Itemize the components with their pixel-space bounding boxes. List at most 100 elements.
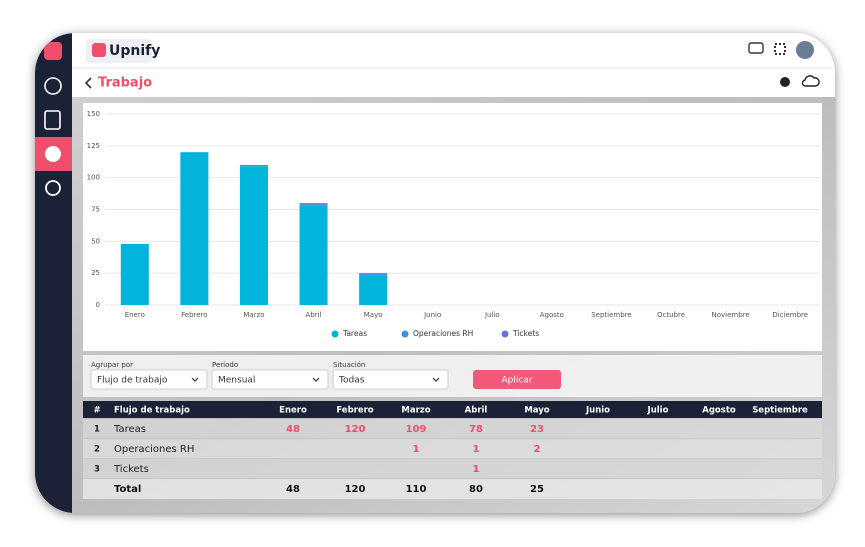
table-cell: Operaciones RH — [114, 444, 194, 455]
table-row — [83, 459, 822, 479]
total-cell: 110 — [406, 484, 427, 495]
bar — [359, 273, 388, 276]
table-cell: 1 — [94, 425, 100, 435]
table-header — [83, 401, 822, 418]
dropdown-arrow — [191, 377, 199, 382]
filter-select[interactable] — [211, 369, 329, 390]
apps-icon[interactable] — [774, 43, 786, 55]
total-cell: 48 — [286, 484, 300, 495]
header-cell: # — [93, 406, 100, 416]
table-cell: 78 — [469, 424, 483, 435]
x-tick-label: Febrero — [181, 311, 207, 319]
list-icon[interactable] — [44, 110, 61, 130]
x-tick-label: Septiembre — [591, 311, 631, 319]
pie-icon — [45, 146, 61, 162]
legend-swatch[interactable] — [401, 330, 409, 338]
filter-value: Flujo de trabajo — [97, 376, 168, 386]
y-tick-label: 0 — [96, 301, 100, 309]
header-cell: Agosto — [702, 406, 736, 416]
table-row — [83, 439, 822, 459]
table-row — [83, 419, 822, 439]
settings-icon[interactable] — [45, 180, 61, 196]
filter-select[interactable] — [90, 369, 208, 390]
filter-label: Periodo — [212, 361, 238, 369]
y-tick-label: 25 — [91, 269, 100, 277]
table-cell: 48 — [286, 424, 300, 435]
dropdown-arrow — [312, 377, 320, 382]
legend-swatch[interactable] — [501, 330, 509, 338]
filter-value: Todas — [338, 376, 365, 386]
apply-button[interactable] — [473, 370, 561, 389]
bar — [299, 203, 328, 205]
table-cell: 23 — [530, 424, 544, 435]
legend-label[interactable]: Tickets — [512, 329, 539, 338]
table-cell: 1 — [413, 444, 420, 455]
header-cell: Julio — [647, 406, 669, 416]
page-title: Trabajo — [98, 76, 152, 91]
total-cell: 25 — [530, 484, 544, 495]
x-tick-label: Marzo — [243, 311, 264, 319]
bar — [359, 275, 388, 305]
x-tick-label: Enero — [125, 311, 145, 319]
bar — [299, 205, 328, 305]
chart: 0 25 50 75 100 125 150 Enero Febrero Marzo Abril Ma… — [87, 110, 820, 338]
table-cell: 2 — [534, 444, 541, 455]
sub-header — [72, 69, 835, 97]
bar — [239, 166, 268, 305]
bar — [180, 152, 209, 305]
legend-label[interactable]: Operaciones RH — [413, 329, 473, 338]
logo-mark — [92, 43, 106, 57]
app-name: Upnify — [109, 43, 160, 59]
bar — [239, 164, 268, 167]
x-tick-label: Octubre — [657, 311, 685, 319]
table-cell: Tickets — [113, 464, 149, 475]
total-cell: 120 — [345, 484, 366, 495]
total-row — [83, 479, 822, 499]
header-cell: Mayo — [524, 406, 549, 416]
table-cell: 109 — [406, 424, 427, 435]
sidebar — [35, 33, 72, 513]
x-tick-label: Abril — [306, 311, 322, 319]
chat-icon[interactable] — [748, 42, 764, 54]
table-cell: 1 — [473, 444, 480, 455]
bar — [120, 243, 149, 305]
apply-label: Aplicar — [501, 376, 532, 386]
total-cell: Total — [114, 484, 141, 495]
filter-label: Agrupar por — [91, 361, 133, 369]
table: # Flujo de trabajo Enero Febrero Marzo Abril M… — [83, 406, 822, 499]
table-cell: Tareas — [113, 424, 146, 435]
bug-icon[interactable] — [780, 77, 790, 87]
x-tick-label: Diciembre — [772, 311, 808, 319]
header-cell: Abril — [465, 406, 488, 416]
header-cell: Marzo — [401, 406, 430, 416]
x-tick-label: Mayo — [364, 311, 383, 319]
x-tick-label: Agosto — [540, 311, 564, 319]
x-tick-label: Noviembre — [712, 311, 750, 319]
back-icon[interactable] — [84, 77, 92, 89]
avatar[interactable] — [796, 41, 814, 59]
cloud-icon[interactable] — [801, 75, 820, 87]
table-cell: 3 — [94, 465, 100, 475]
top-bar — [72, 33, 835, 68]
filter-select[interactable] — [332, 369, 449, 390]
bar — [299, 204, 328, 206]
header-cell: Junio — [585, 406, 610, 416]
y-tick-label: 50 — [91, 237, 100, 245]
header-cell: Septiembre — [752, 406, 808, 416]
total-cell: 80 — [469, 484, 483, 495]
filter-value: Mensual — [218, 376, 255, 386]
y-tick-label: 75 — [91, 206, 100, 214]
header-cell: Flujo de trabajo — [114, 406, 190, 416]
y-tick-label: 100 — [87, 174, 100, 182]
legend-swatch[interactable] — [331, 330, 339, 338]
header-cell: Febrero — [336, 406, 373, 416]
dashboard-icon[interactable] — [44, 77, 62, 95]
x-tick-label: Junio — [423, 311, 441, 319]
x-tick-label: Julio — [484, 311, 500, 319]
table-cell: 1 — [473, 464, 480, 475]
dropdown-arrow — [432, 377, 440, 382]
sidebar-logo[interactable] — [44, 42, 62, 60]
legend-label[interactable]: Tareas — [342, 329, 367, 338]
